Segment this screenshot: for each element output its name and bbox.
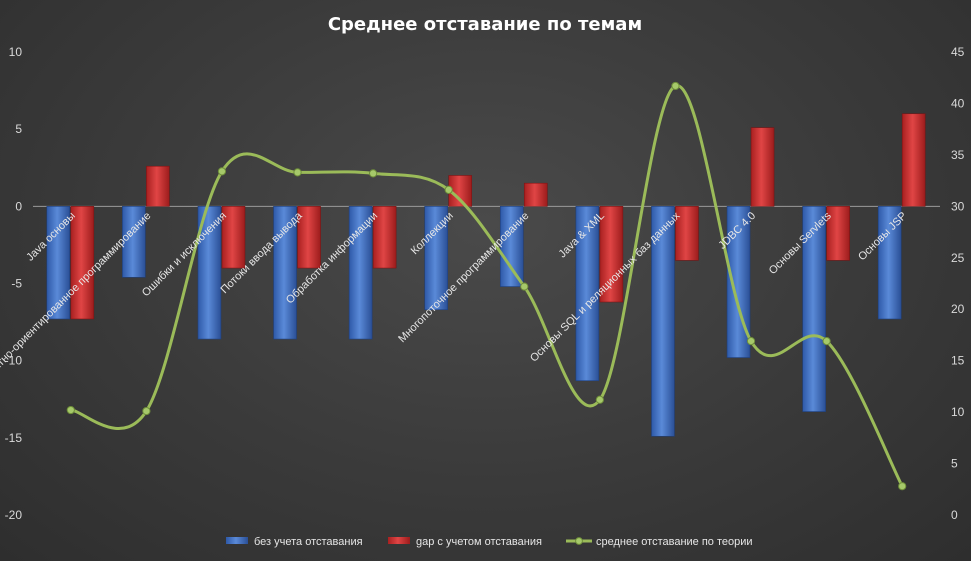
right-tick-label: 25 [951,251,965,265]
bar-gap [372,206,397,269]
bar-gap [70,206,95,320]
right-tick-label: 40 [951,96,965,110]
bar-gap [675,206,699,261]
line-point [217,167,227,176]
bar-base [877,206,902,320]
right-tick-label: 20 [951,302,965,316]
bar-base [197,206,222,340]
line-series [66,81,907,491]
chart-title: Среднее отставание по темам [328,14,642,35]
left-tick-label: 0 [15,199,22,213]
left-tick-label: 10 [9,45,23,59]
line-point [898,482,907,491]
line-point [822,337,831,346]
legend-swatch [388,537,410,544]
legend: без учета отставания gap с учетом отстава… [226,536,753,548]
bar-gap [146,165,170,207]
line-point [746,337,756,346]
bars [46,113,926,437]
bar-gap [826,206,850,261]
line-point [369,169,378,178]
right-tick-label: 45 [951,45,965,59]
bar-gap [523,182,548,207]
right-tick-label: 30 [951,199,965,213]
line-theory-path [70,84,904,487]
right-axis: 0 5 10 15 20 25 30 35 40 45 [951,45,965,522]
left-tick-label: -5 [11,277,22,291]
right-tick-label: 5 [951,457,958,471]
bar-gap [297,206,321,269]
legend-swatch [226,537,248,544]
legend-label: среднее отставание по теории [596,536,753,548]
line-point [595,395,604,404]
bar-base [499,206,524,287]
bar-base [575,206,600,382]
bar-base [424,206,449,311]
right-tick-label: 15 [951,354,965,368]
line-point [142,406,151,416]
right-tick-label: 35 [951,148,965,162]
bar-base [273,206,297,340]
bar-gap [750,127,775,207]
legend-marker [575,537,583,545]
left-tick-label: 5 [15,122,22,136]
right-tick-label: 10 [951,405,965,419]
line-point [444,185,453,194]
left-axis: -20 -15 -10 -5 0 5 10 [5,45,23,522]
bar-base [802,206,826,412]
bar-base [46,206,71,320]
bar-base [726,206,751,358]
bar-gap [599,206,624,303]
bar-base [348,206,373,340]
line-point [293,168,302,177]
left-tick-label: -10 [5,354,23,368]
bar-gap [221,206,246,269]
legend-label: без учета отставания [254,536,363,548]
line-point [520,282,529,291]
left-tick-label: -20 [5,508,23,522]
bar-base [122,206,146,278]
line-point [671,81,680,91]
bar-base [651,206,675,437]
right-tick-label: 0 [951,508,958,522]
line-point [66,405,75,415]
legend-label: gap с учетом отставания [416,536,542,548]
left-tick-label: -15 [5,431,23,445]
bar-gap [901,113,926,207]
